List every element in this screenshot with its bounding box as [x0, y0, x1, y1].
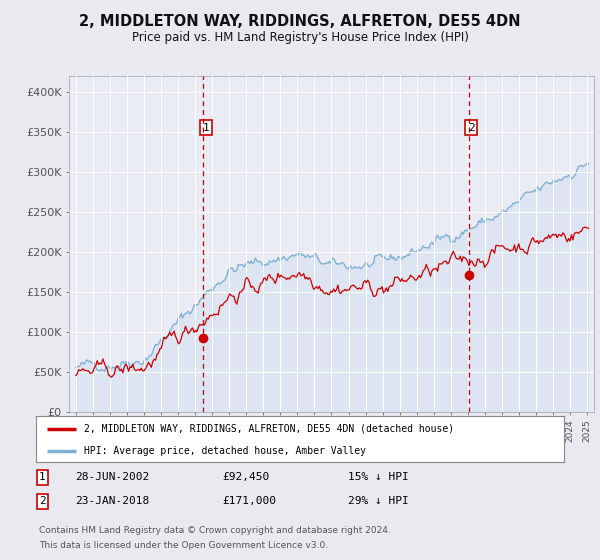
Text: 2: 2 [468, 123, 475, 133]
Text: This data is licensed under the Open Government Licence v3.0.: This data is licensed under the Open Gov… [39, 542, 328, 550]
Text: Contains HM Land Registry data © Crown copyright and database right 2024.: Contains HM Land Registry data © Crown c… [39, 526, 391, 535]
Text: HPI: Average price, detached house, Amber Valley: HPI: Average price, detached house, Ambe… [83, 446, 365, 455]
Text: £171,000: £171,000 [222, 496, 276, 506]
Text: 2: 2 [39, 496, 46, 506]
Text: Price paid vs. HM Land Registry's House Price Index (HPI): Price paid vs. HM Land Registry's House … [131, 31, 469, 44]
Text: 1: 1 [203, 123, 209, 133]
Text: 29% ↓ HPI: 29% ↓ HPI [348, 496, 409, 506]
Text: 2, MIDDLETON WAY, RIDDINGS, ALFRETON, DE55 4DN: 2, MIDDLETON WAY, RIDDINGS, ALFRETON, DE… [79, 14, 521, 29]
Text: 1: 1 [39, 472, 46, 482]
Text: 15% ↓ HPI: 15% ↓ HPI [348, 472, 409, 482]
Text: 23-JAN-2018: 23-JAN-2018 [75, 496, 149, 506]
Text: £92,450: £92,450 [222, 472, 269, 482]
Text: 2, MIDDLETON WAY, RIDDINGS, ALFRETON, DE55 4DN (detached house): 2, MIDDLETON WAY, RIDDINGS, ALFRETON, DE… [83, 424, 454, 434]
Text: 28-JUN-2002: 28-JUN-2002 [75, 472, 149, 482]
